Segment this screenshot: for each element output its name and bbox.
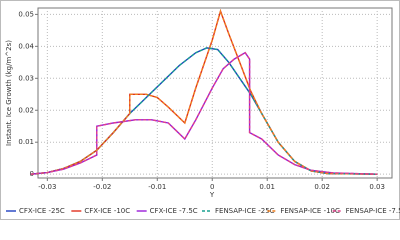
legend-label: FENSAP-ICE -7.5C	[346, 207, 400, 215]
plot-area	[37, 7, 393, 179]
legend-label: CFX-ICE -25C	[19, 207, 65, 215]
y-axis-label: Instant. Ice Growth (kg/m^2s)	[5, 40, 13, 146]
series-line	[30, 8, 378, 175]
y-tick-label: 0.04	[18, 42, 34, 50]
x-tick-label: 0.01	[259, 183, 275, 191]
chart: Y Instant. Ice Growth (kg/m^2s) 0 0.01 0.0…	[0, 0, 400, 220]
legend-label: CFX-ICE -7.5C	[150, 207, 198, 215]
x-tick-label: 0.02	[314, 183, 330, 191]
y-tick-label: 0.05	[18, 10, 34, 18]
y-tick-label: 0.01	[18, 138, 34, 146]
x-tick-label: -0.01	[148, 183, 166, 191]
y-tick-label: 0.02	[18, 106, 34, 114]
x-tick-label: 0.03	[369, 183, 385, 191]
series-line	[30, 51, 378, 175]
legend-label: CFX-ICE -10C	[84, 207, 130, 215]
legend-label: FENSAP-ICE -25C	[215, 207, 275, 215]
legend-label: FENSAP-ICE -10C	[280, 207, 340, 215]
x-tick-label: -0.02	[93, 183, 111, 191]
x-axis-label: Y	[209, 191, 215, 199]
y-tick-label: 0.03	[18, 74, 34, 82]
x-tick-label: 0	[210, 183, 214, 191]
x-tick-label: -0.03	[38, 183, 56, 191]
